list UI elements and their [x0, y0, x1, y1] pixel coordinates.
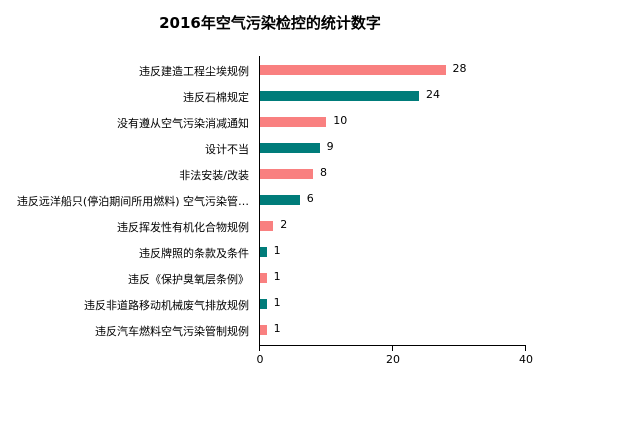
category-label: 违反非道路移动机械废气排放规例	[84, 299, 249, 312]
value-label: 1	[273, 244, 281, 257]
category-label: 非法安装/改装	[179, 169, 249, 182]
x-tick-label: 20	[386, 353, 400, 366]
value-label: 2	[280, 218, 288, 231]
category-label: 违反挥发性有机化合物规例	[117, 221, 249, 234]
bar-row: 违反建造工程尘埃规例 28	[0, 57, 640, 83]
value-label: 28	[452, 62, 467, 75]
bar[interactable]	[260, 247, 267, 257]
value-label: 8	[320, 166, 327, 179]
bar[interactable]	[260, 143, 320, 153]
x-tick-40	[525, 345, 526, 351]
y-axis-line	[259, 56, 260, 346]
bar[interactable]	[260, 299, 267, 309]
bar[interactable]	[260, 325, 267, 335]
value-label: 24	[426, 88, 440, 101]
bar-row: 违反汽车燃料空气污染管制规例 1	[0, 317, 640, 343]
category-label: 没有遵从空气污染消减通知	[117, 117, 249, 130]
value-label: 1	[273, 296, 281, 309]
bar[interactable]	[260, 65, 446, 75]
bar-row: 违反非道路移动机械废气排放规例 1	[0, 291, 640, 317]
bar-row: 违反牌照的条款及条件 1	[0, 239, 640, 265]
bar[interactable]	[260, 195, 300, 205]
category-label: 设计不当	[205, 143, 249, 156]
x-tick-label: 0	[256, 353, 264, 366]
bar-row: 违反《保护臭氧层条例》 1	[0, 265, 640, 291]
x-tick-20	[392, 345, 393, 351]
category-label: 违反汽车燃料空气污染管制规例	[95, 325, 249, 338]
bar-row: 没有遵从空气污染消减通知 10	[0, 109, 640, 135]
bar[interactable]	[260, 169, 313, 179]
value-label: 10	[333, 114, 348, 127]
bar[interactable]	[260, 117, 327, 127]
value-label: 9	[326, 140, 334, 153]
category-label: 违反《保护臭氧层条例》	[128, 273, 249, 286]
category-label: 违反牌照的条款及条件	[139, 247, 249, 260]
x-tick-0	[259, 345, 260, 351]
bar[interactable]	[260, 221, 274, 231]
x-tick-label: 40	[519, 353, 533, 366]
chart-title: 2016年空气污染检控的统计数字	[159, 14, 381, 32]
category-label: 违反远洋船只(停泊期间所用燃料) 空气污染管…	[16, 195, 249, 208]
category-label: 违反石棉规定	[183, 91, 249, 104]
category-label: 违反建造工程尘埃规例	[139, 65, 249, 78]
bar[interactable]	[260, 273, 267, 283]
value-label: 6	[306, 192, 314, 205]
bar-row: 设计不当 9	[0, 135, 640, 161]
bar-row: 违反远洋船只(停泊期间所用燃料) 空气污染管… 6	[0, 187, 640, 213]
bar-row: 违反挥发性有机化合物规例 2	[0, 213, 640, 239]
bar[interactable]	[260, 91, 419, 101]
bar-row: 非法安装/改装 8	[0, 161, 640, 187]
value-label: 1	[273, 270, 281, 283]
bar-row: 违反石棉规定 24	[0, 83, 640, 109]
value-label: 1	[273, 322, 281, 335]
